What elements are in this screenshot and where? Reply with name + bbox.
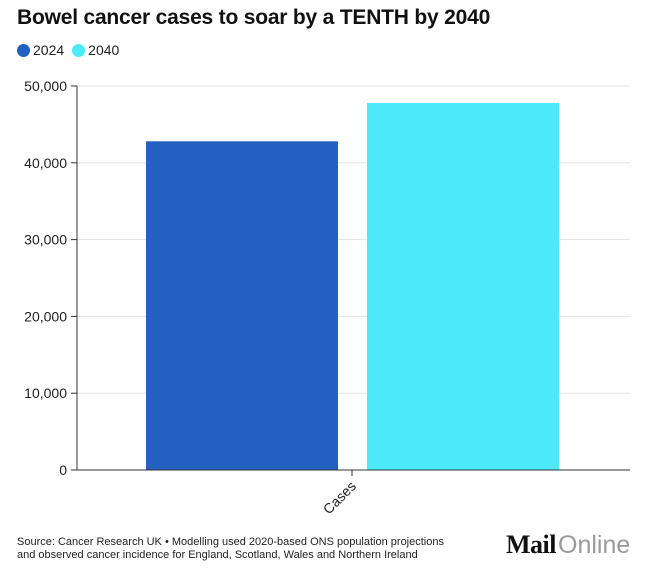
bar-2024	[146, 141, 338, 470]
legend-label-2024: 2024	[33, 42, 65, 58]
y-tick-label: 50,000	[24, 78, 67, 94]
chart-title: Bowel cancer cases to soar by a TENTH by…	[17, 6, 491, 29]
legend-swatch-2040	[72, 43, 86, 57]
logo-online-text: Online	[558, 531, 631, 559]
y-tick-label: 30,000	[24, 232, 67, 248]
logo-mail-text: Mail	[506, 530, 557, 559]
legend-item-2040: 2040	[72, 42, 119, 58]
legend-item-2024: 2024	[17, 42, 64, 58]
y-tick-label: 10,000	[24, 385, 67, 401]
legend-label-2040: 2040	[88, 42, 120, 58]
y-tick-label: 0	[59, 462, 67, 478]
mailonline-logo: Mail Online	[506, 530, 630, 560]
bars	[146, 102, 559, 471]
x-tick-label-cases: Cases	[320, 478, 359, 517]
bar-2040	[367, 102, 559, 471]
source-line-2: and observed cancer incidence for Englan…	[17, 549, 418, 561]
y-tick-label: 40,000	[24, 155, 67, 171]
y-tick-label: 20,000	[24, 308, 67, 324]
y-axis-ticks: 0 10,000 20,000 30,000 40,000 50,000	[24, 78, 78, 478]
chart-legend: 2024 2040	[17, 42, 127, 58]
source-note: Source: Cancer Research UK • Modelling u…	[17, 536, 487, 562]
source-line-1: Source: Cancer Research UK • Modelling u…	[17, 536, 444, 548]
legend-swatch-2024	[17, 43, 30, 57]
